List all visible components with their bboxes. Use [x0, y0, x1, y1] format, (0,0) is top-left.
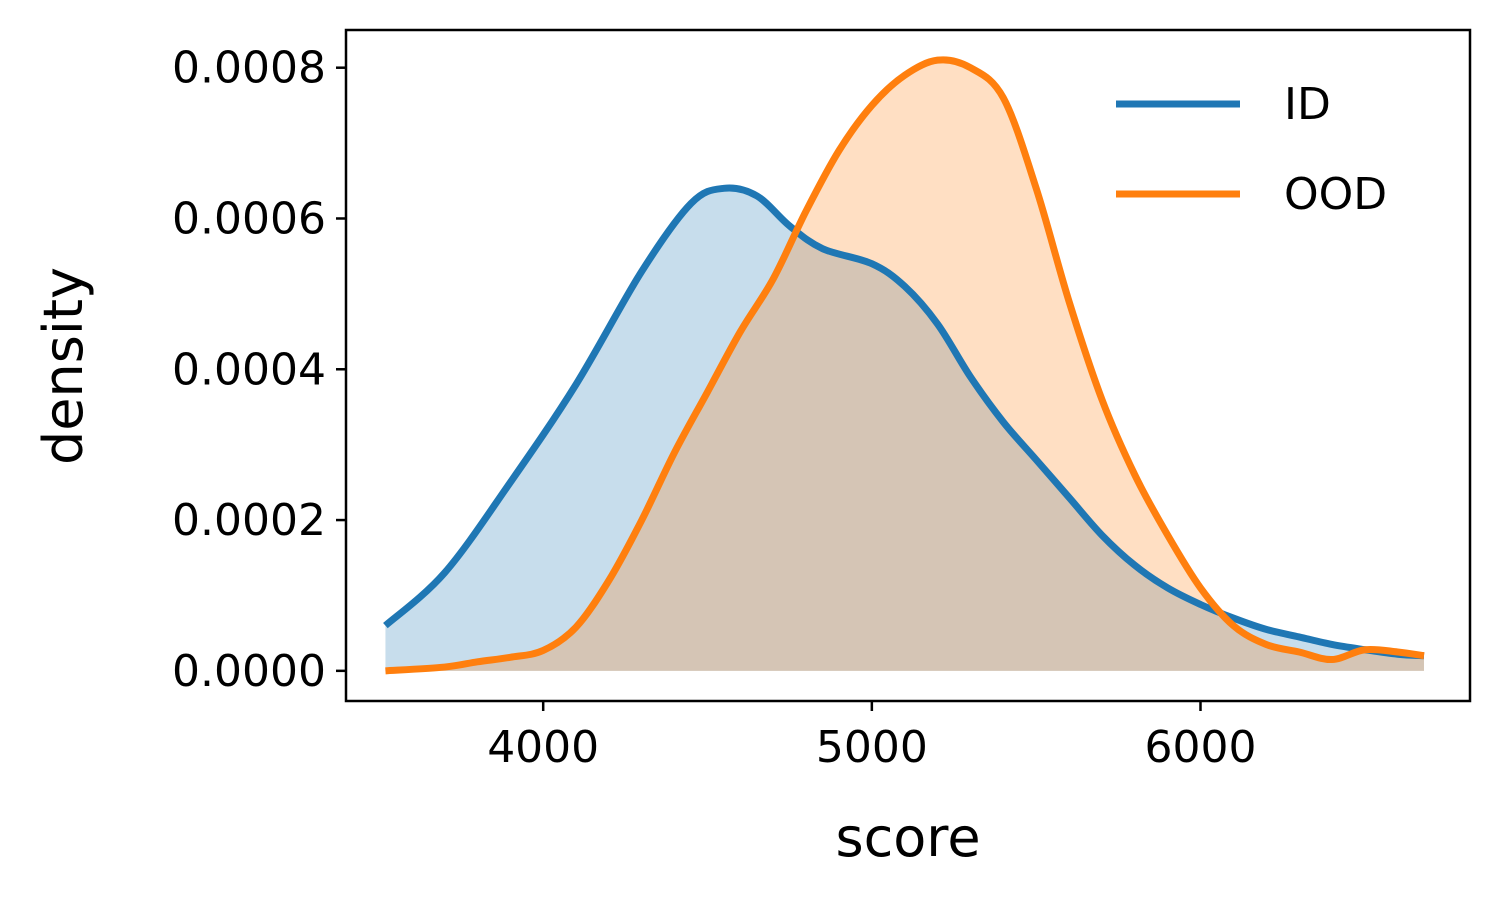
x-tick-label: 4000	[487, 722, 599, 773]
series-lines	[383, 56, 1425, 675]
series-fills	[385, 59, 1424, 671]
y-tick-label: 0.0008	[172, 43, 326, 94]
y-tick-label: 0.0002	[172, 495, 326, 546]
y-tick-label: 0.0006	[172, 193, 326, 244]
x-tick-label: 6000	[1145, 722, 1257, 773]
y-axis-label: density	[32, 267, 95, 465]
x-axis-label: score	[835, 806, 980, 869]
plot-frame	[344, 28, 1472, 703]
y-tick-label: 0.0000	[172, 646, 326, 697]
y-axis: 0.0000 0.0002 0.0004 0.0006 0.0008	[172, 43, 346, 697]
x-tick-label: 5000	[816, 722, 928, 773]
legend-label-id: ID	[1284, 79, 1331, 130]
y-tick-label: 0.0004	[172, 344, 326, 395]
series-line-ood	[385, 56, 1425, 675]
legend: ID OOD	[1116, 79, 1387, 220]
series-area-id	[385, 188, 1424, 671]
legend-label-ood: OOD	[1284, 169, 1387, 220]
x-axis: 4000 5000 6000	[487, 701, 1256, 773]
series-line-id	[383, 184, 1425, 660]
